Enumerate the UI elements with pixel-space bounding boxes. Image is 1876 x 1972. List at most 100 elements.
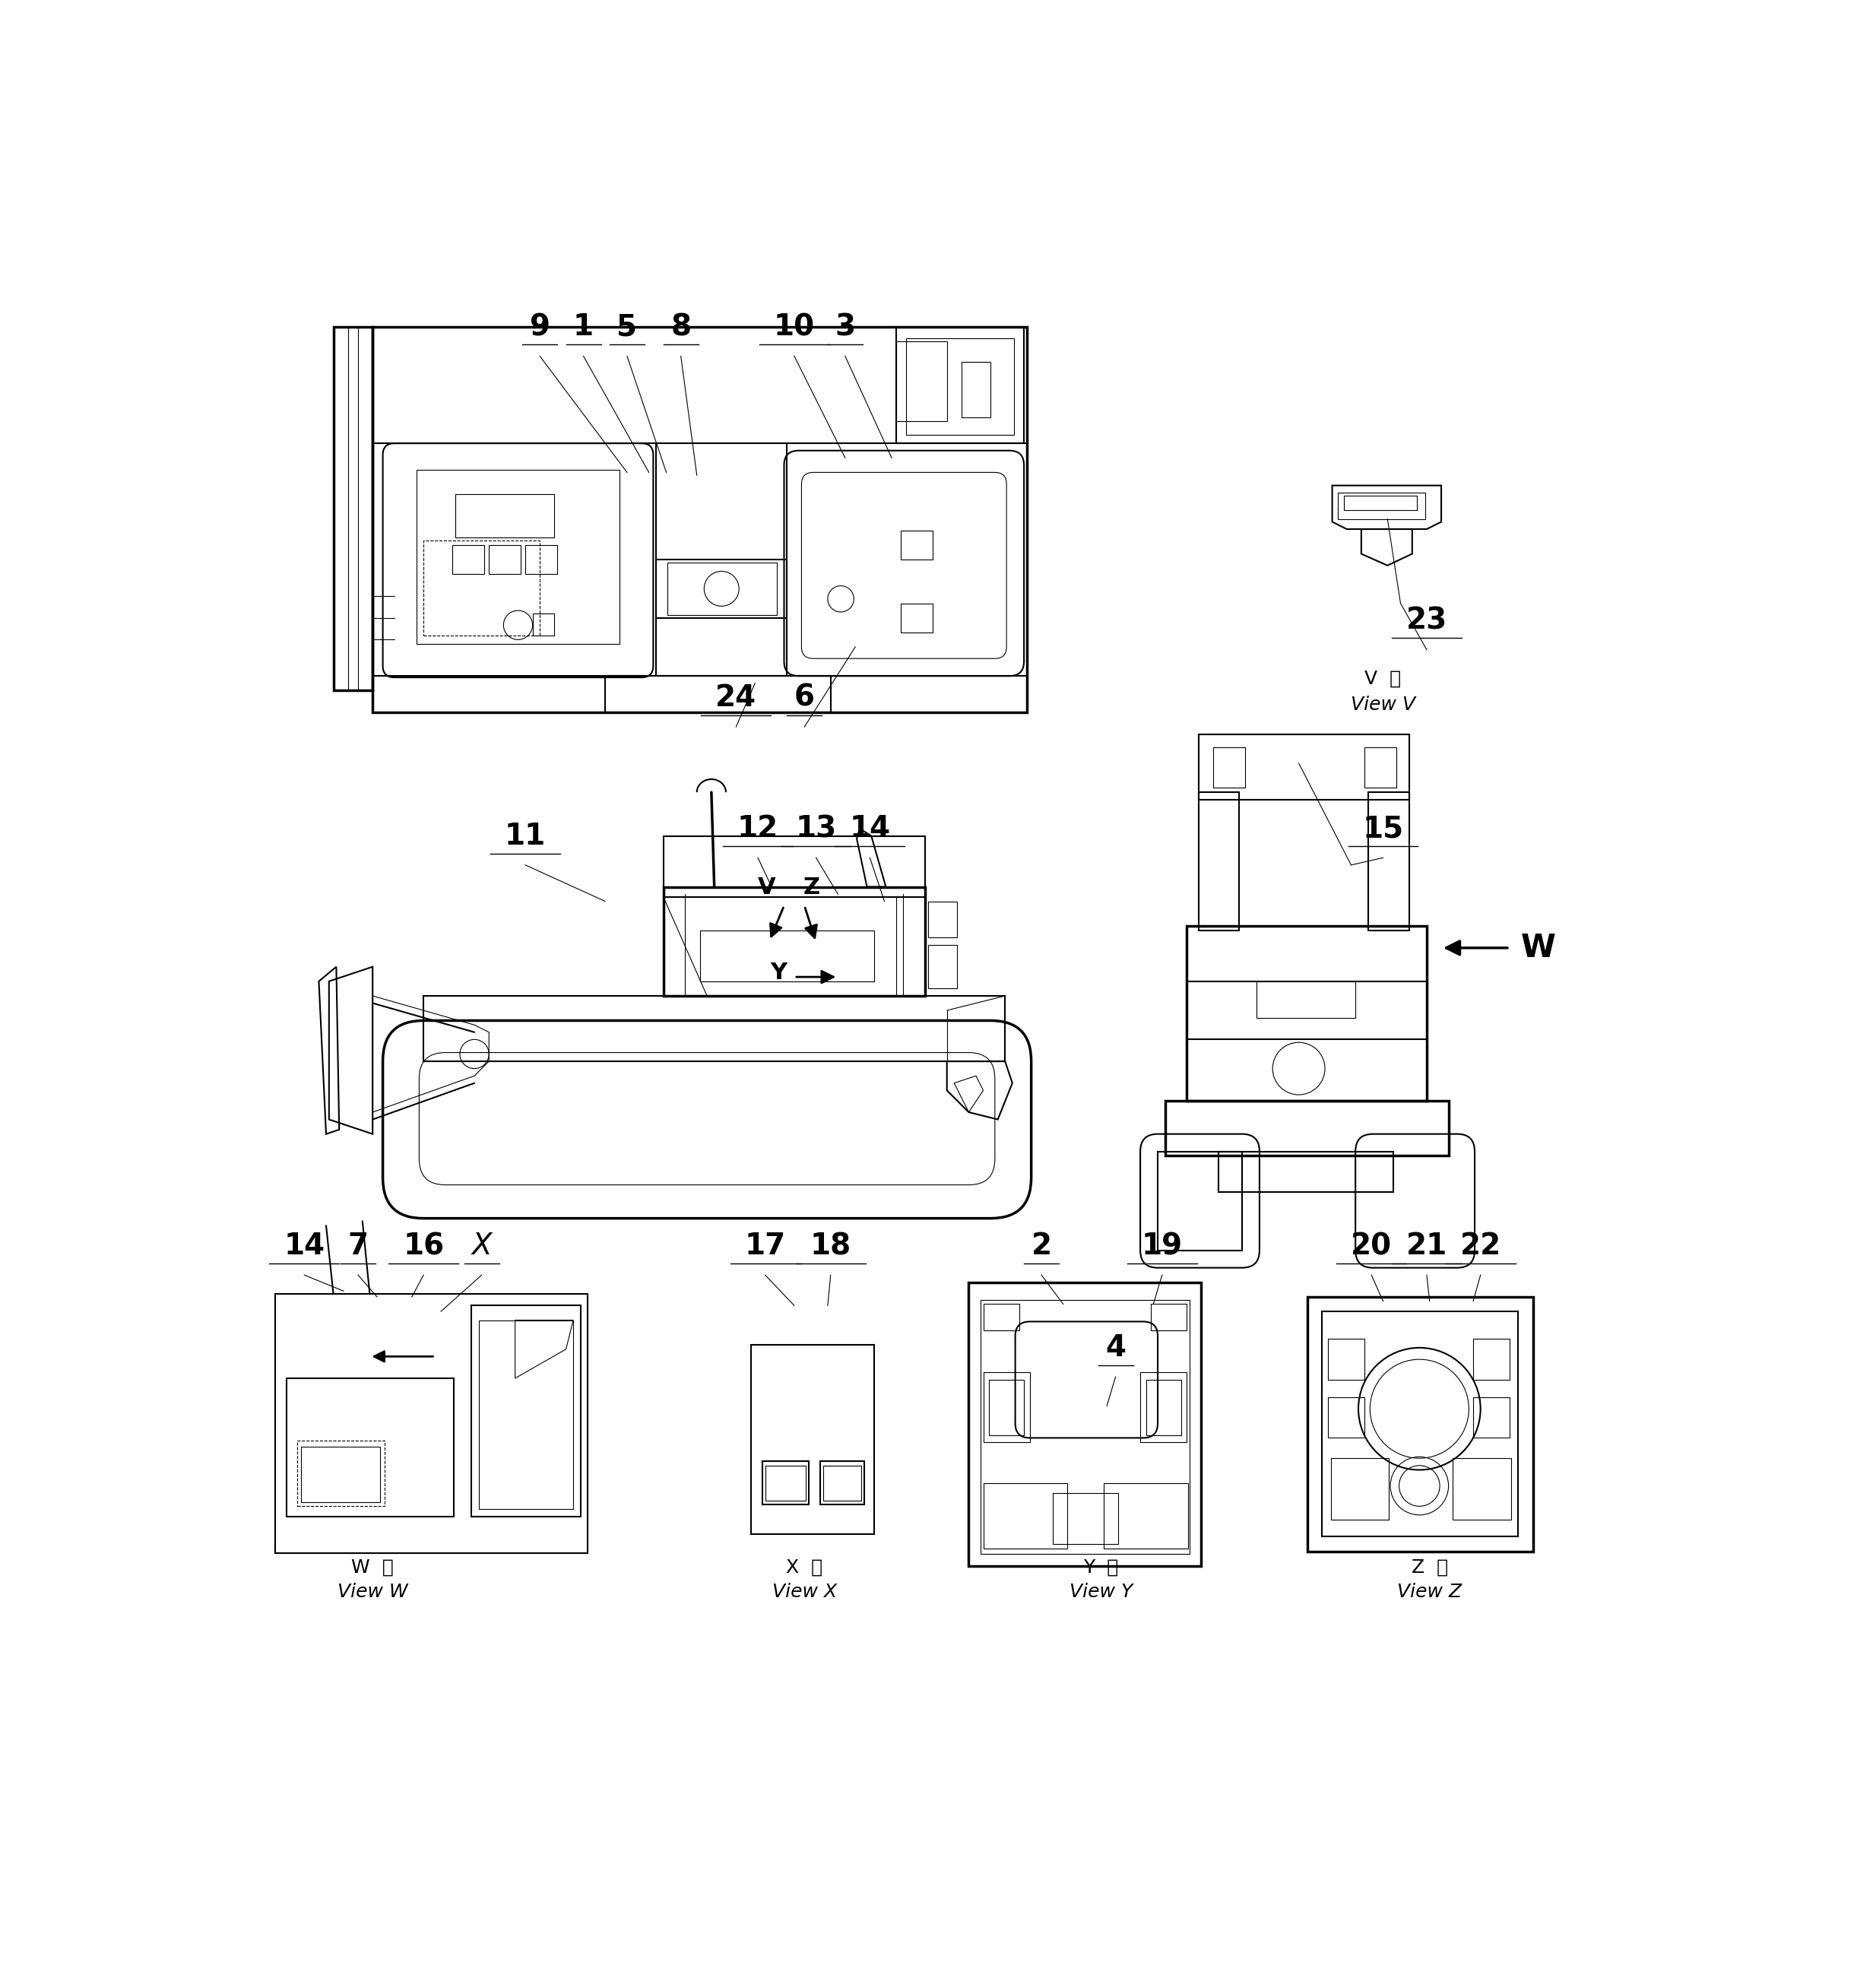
Bar xyxy=(1328,1339,1364,1380)
Bar xyxy=(1219,1152,1394,1193)
Text: Y  視: Y 視 xyxy=(1084,1558,1118,1576)
Bar xyxy=(1165,1100,1448,1156)
Bar xyxy=(668,562,777,615)
Text: Y: Y xyxy=(771,962,788,984)
Bar xyxy=(983,1483,1067,1548)
Text: W: W xyxy=(1521,933,1555,964)
Bar xyxy=(533,613,555,635)
Text: 15: 15 xyxy=(1362,814,1403,844)
Bar xyxy=(276,1294,587,1552)
Text: 19: 19 xyxy=(1141,1232,1182,1260)
Text: 14: 14 xyxy=(283,1232,325,1260)
Bar xyxy=(1338,493,1426,519)
Text: 20: 20 xyxy=(1351,1232,1392,1260)
Text: 8: 8 xyxy=(670,314,690,341)
Bar xyxy=(287,1378,454,1516)
Text: 18: 18 xyxy=(810,1232,852,1260)
Text: 4: 4 xyxy=(1105,1333,1126,1363)
Bar xyxy=(762,1461,809,1505)
Bar xyxy=(1364,747,1396,789)
Bar xyxy=(929,945,957,988)
Text: 24: 24 xyxy=(715,684,756,712)
Bar xyxy=(490,544,522,574)
Text: W  視: W 視 xyxy=(351,1558,394,1576)
Text: 6: 6 xyxy=(794,684,814,712)
Bar xyxy=(1369,793,1409,931)
Bar xyxy=(897,327,1024,444)
Bar xyxy=(900,530,932,560)
Text: 22: 22 xyxy=(1460,1232,1501,1260)
Bar xyxy=(1257,982,1356,1018)
Text: 1: 1 xyxy=(574,314,593,341)
Bar xyxy=(1452,1457,1510,1518)
Bar xyxy=(750,1345,874,1534)
Text: 11: 11 xyxy=(505,822,546,850)
Bar xyxy=(1473,1398,1510,1438)
Text: 10: 10 xyxy=(773,314,814,341)
Text: V: V xyxy=(758,876,775,899)
Bar xyxy=(962,363,991,418)
Bar xyxy=(1473,1339,1510,1380)
Bar xyxy=(424,540,540,635)
Bar xyxy=(471,1305,580,1516)
Text: 12: 12 xyxy=(737,814,779,844)
Text: View Y: View Y xyxy=(1069,1584,1133,1601)
Bar xyxy=(820,1461,865,1505)
Bar xyxy=(1146,1380,1182,1436)
Bar xyxy=(296,1442,385,1507)
Bar xyxy=(906,339,1013,434)
Bar xyxy=(1199,793,1240,931)
Text: View V: View V xyxy=(1351,696,1415,714)
Bar xyxy=(1199,734,1409,799)
Bar xyxy=(606,676,831,712)
Text: X: X xyxy=(471,1232,492,1260)
Bar xyxy=(1150,1303,1188,1331)
Bar xyxy=(1343,495,1416,511)
Bar xyxy=(981,1300,1189,1554)
Bar xyxy=(968,1282,1201,1566)
Bar xyxy=(983,1373,1030,1442)
Text: 21: 21 xyxy=(1407,1232,1446,1260)
Bar xyxy=(478,1319,574,1509)
Bar xyxy=(302,1447,379,1503)
Bar xyxy=(452,544,484,574)
Bar xyxy=(1141,1373,1188,1442)
Bar xyxy=(765,1465,807,1501)
Text: V  視: V 視 xyxy=(1366,670,1401,688)
Bar xyxy=(824,1465,861,1501)
Bar xyxy=(989,1380,1024,1436)
Bar xyxy=(900,603,932,633)
Text: 7: 7 xyxy=(347,1232,368,1260)
Bar xyxy=(700,931,874,982)
Bar xyxy=(1330,1457,1388,1518)
Text: 2: 2 xyxy=(1032,1232,1052,1260)
Bar xyxy=(1157,1152,1242,1250)
Text: X  視: X 視 xyxy=(786,1558,824,1576)
Bar xyxy=(1103,1483,1188,1548)
Bar xyxy=(1188,927,1428,1100)
Bar xyxy=(1323,1311,1518,1536)
Text: 13: 13 xyxy=(795,814,837,844)
Bar xyxy=(1328,1398,1364,1438)
Text: Z: Z xyxy=(803,876,820,899)
Text: 3: 3 xyxy=(835,314,855,341)
Bar xyxy=(929,901,957,939)
Bar xyxy=(897,341,947,422)
Bar xyxy=(525,544,557,574)
Bar xyxy=(983,1303,1021,1331)
Bar xyxy=(416,469,619,645)
Bar xyxy=(1052,1493,1118,1544)
Text: 17: 17 xyxy=(745,1232,786,1260)
Text: 23: 23 xyxy=(1407,605,1446,635)
Bar xyxy=(1214,747,1246,789)
Text: Z  視: Z 視 xyxy=(1411,1558,1448,1576)
Text: View X: View X xyxy=(773,1584,837,1601)
Text: 14: 14 xyxy=(850,814,891,844)
Text: 16: 16 xyxy=(403,1232,445,1260)
Text: View W: View W xyxy=(338,1584,407,1601)
Text: View Z: View Z xyxy=(1398,1584,1461,1601)
Text: 9: 9 xyxy=(529,314,550,341)
Bar xyxy=(1308,1298,1533,1552)
Text: 5: 5 xyxy=(617,314,638,341)
Bar xyxy=(456,495,555,538)
